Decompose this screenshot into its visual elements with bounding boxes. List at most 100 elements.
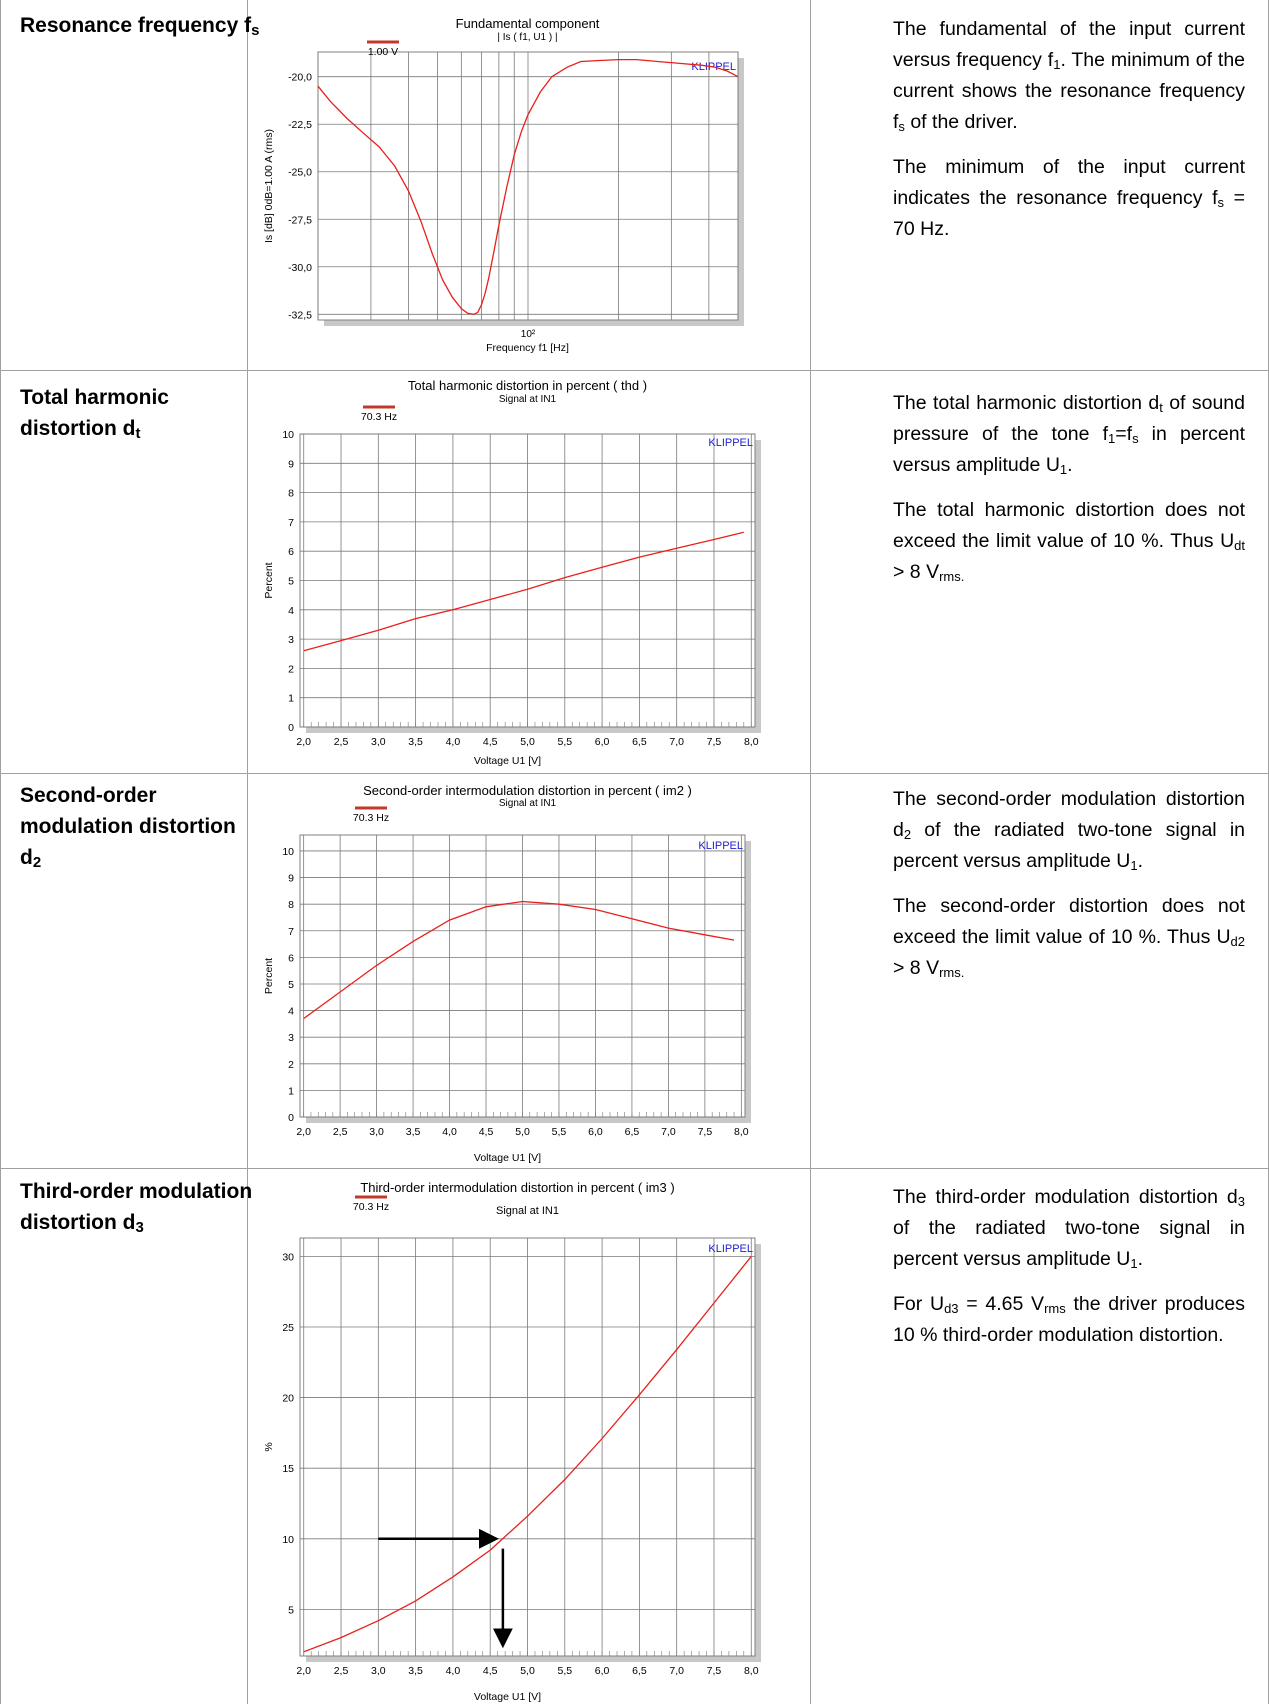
y-tick-label: 2 xyxy=(288,663,294,675)
x-tick-label: 3,5 xyxy=(406,1126,421,1138)
y-tick-label: 6 xyxy=(288,952,294,964)
y-tick-label: 5 xyxy=(288,576,294,588)
row-title: Resonance frequency fs xyxy=(20,10,260,41)
y-tick-label: 10 xyxy=(282,1534,294,1546)
x-tick-label: 4,0 xyxy=(446,736,461,748)
x-tick-label: 3,0 xyxy=(371,736,386,748)
chart-subtitle: Signal at IN1 xyxy=(499,394,557,405)
y-axis-label: Is [dB] 0dB=1.00 A (rms) xyxy=(263,129,275,243)
x-tick-label: 3,5 xyxy=(408,1665,423,1677)
legend-label: 1.00 V xyxy=(368,46,398,58)
x-axis-label: Voltage U1 [V] xyxy=(474,1152,541,1164)
x-tick-label: 7,0 xyxy=(669,1665,684,1677)
x-tick-label: 3,0 xyxy=(371,1665,386,1677)
y-tick-label: 8 xyxy=(288,488,294,500)
chart-title: Third-order intermodulation distortion i… xyxy=(360,1180,674,1195)
chart-svg: Third-order intermodulation distortion i… xyxy=(250,1170,805,1704)
chart-subtitle: Signal at IN1 xyxy=(496,1205,559,1217)
watermark: KLIPPEL xyxy=(708,437,753,449)
y-tick-label: 30 xyxy=(282,1251,294,1263)
x-tick-label: 2,0 xyxy=(296,1126,311,1138)
x-tick-label: 3,0 xyxy=(369,1126,384,1138)
y-axis-label: Percent xyxy=(263,958,275,994)
x-tick-label: 4,0 xyxy=(442,1126,457,1138)
y-tick-label: 9 xyxy=(288,873,294,885)
y-tick-label: 4 xyxy=(288,605,294,617)
x-tick-label: 5,0 xyxy=(520,736,535,748)
x-tick-label: 2,5 xyxy=(334,736,349,748)
x-tick-label: 2,0 xyxy=(296,736,311,748)
x-axis-label: Voltage U1 [V] xyxy=(474,755,541,767)
y-tick-label: 3 xyxy=(288,634,294,646)
y-tick-label: 5 xyxy=(288,1604,294,1616)
y-tick-label: 25 xyxy=(282,1322,294,1334)
x-axis-label: Voltage U1 [V] xyxy=(474,1691,541,1703)
table-border xyxy=(0,1168,1269,1169)
y-tick-label: 15 xyxy=(282,1463,294,1475)
x-tick-label: 7,0 xyxy=(661,1126,676,1138)
x-tick-label: 10² xyxy=(521,329,536,340)
row-title: Total harmonic distortion dt xyxy=(20,382,260,444)
y-tick-label: 10 xyxy=(282,846,294,858)
chart-svg: Total harmonic distortion in percent ( t… xyxy=(250,372,805,770)
x-tick-label: 6,0 xyxy=(595,1665,610,1677)
x-tick-label: 7,0 xyxy=(669,736,684,748)
y-tick-label: 0 xyxy=(288,1112,294,1124)
x-tick-label: 4,5 xyxy=(483,736,498,748)
fundamental-component-chart: Fundamental component | Is ( f1, U1 ) | 1.… xyxy=(250,0,805,366)
table-border xyxy=(810,0,811,1704)
x-tick-label: 5,0 xyxy=(515,1126,530,1138)
x-tick-label: 4,5 xyxy=(479,1126,494,1138)
table-border xyxy=(0,773,1269,774)
x-tick-label: 5,5 xyxy=(557,736,572,748)
y-tick-label: 7 xyxy=(288,517,294,529)
y-tick-label: 6 xyxy=(288,546,294,558)
x-tick-label: 4,5 xyxy=(483,1665,498,1677)
x-tick-label: 8,0 xyxy=(744,736,759,748)
legend-label: 70.3 Hz xyxy=(353,812,389,824)
watermark: KLIPPEL xyxy=(698,840,743,852)
y-tick-label: -25,0 xyxy=(288,167,312,179)
chart-subtitle: Signal at IN1 xyxy=(499,798,557,809)
x-tick-label: 6,5 xyxy=(625,1126,640,1138)
chart-title: Second-order intermodulation distortion … xyxy=(363,783,692,798)
row-description: The total harmonic distortion dt of soun… xyxy=(893,388,1245,602)
x-tick-label: 7,5 xyxy=(707,1665,722,1677)
watermark: KLIPPEL xyxy=(708,1243,753,1255)
y-tick-label: 3 xyxy=(288,1032,294,1044)
y-tick-label: 4 xyxy=(288,1006,294,1018)
x-tick-label: 6,5 xyxy=(632,736,647,748)
im3-chart: Third-order intermodulation distortion i… xyxy=(250,1170,805,1704)
x-tick-label: 6,0 xyxy=(595,736,610,748)
y-tick-label: 1 xyxy=(288,693,294,705)
y-tick-label: -22,5 xyxy=(288,119,312,131)
x-tick-label: 6,0 xyxy=(588,1126,603,1138)
row-title: Third-order modulation distortion d3 xyxy=(20,1176,260,1238)
chart-title: Total harmonic distortion in percent ( t… xyxy=(408,378,647,393)
y-tick-label: -20,0 xyxy=(288,72,312,84)
row-description: The third-order modulation distortion d3… xyxy=(893,1182,1245,1365)
y-tick-label: 2 xyxy=(288,1059,294,1071)
chart-title: Fundamental component xyxy=(456,16,600,31)
x-tick-label: 5,0 xyxy=(520,1665,535,1677)
x-tick-label: 8,0 xyxy=(734,1126,749,1138)
y-tick-label: 1 xyxy=(288,1085,294,1097)
y-tick-label: 10 xyxy=(282,429,294,441)
thd-chart: Total harmonic distortion in percent ( t… xyxy=(250,372,805,770)
im2-chart: Second-order intermodulation distortion … xyxy=(250,775,805,1167)
y-tick-label: -27,5 xyxy=(288,214,312,226)
x-tick-label: 3,5 xyxy=(408,736,423,748)
x-tick-label: 4,0 xyxy=(446,1665,461,1677)
x-tick-label: 2,5 xyxy=(333,1126,348,1138)
x-tick-label: 6,5 xyxy=(632,1665,647,1677)
y-tick-label: 0 xyxy=(288,722,294,734)
x-tick-label: 7,5 xyxy=(698,1126,713,1138)
y-tick-label: 7 xyxy=(288,926,294,938)
y-axis-label: % xyxy=(263,1442,275,1451)
x-tick-label: 5,5 xyxy=(557,1665,572,1677)
y-tick-label: 5 xyxy=(288,979,294,991)
y-tick-label: 9 xyxy=(288,458,294,470)
legend-label: 70.3 Hz xyxy=(361,411,397,423)
chart-svg: Fundamental component| Is ( f1, U1 ) | 1.… xyxy=(250,0,805,366)
